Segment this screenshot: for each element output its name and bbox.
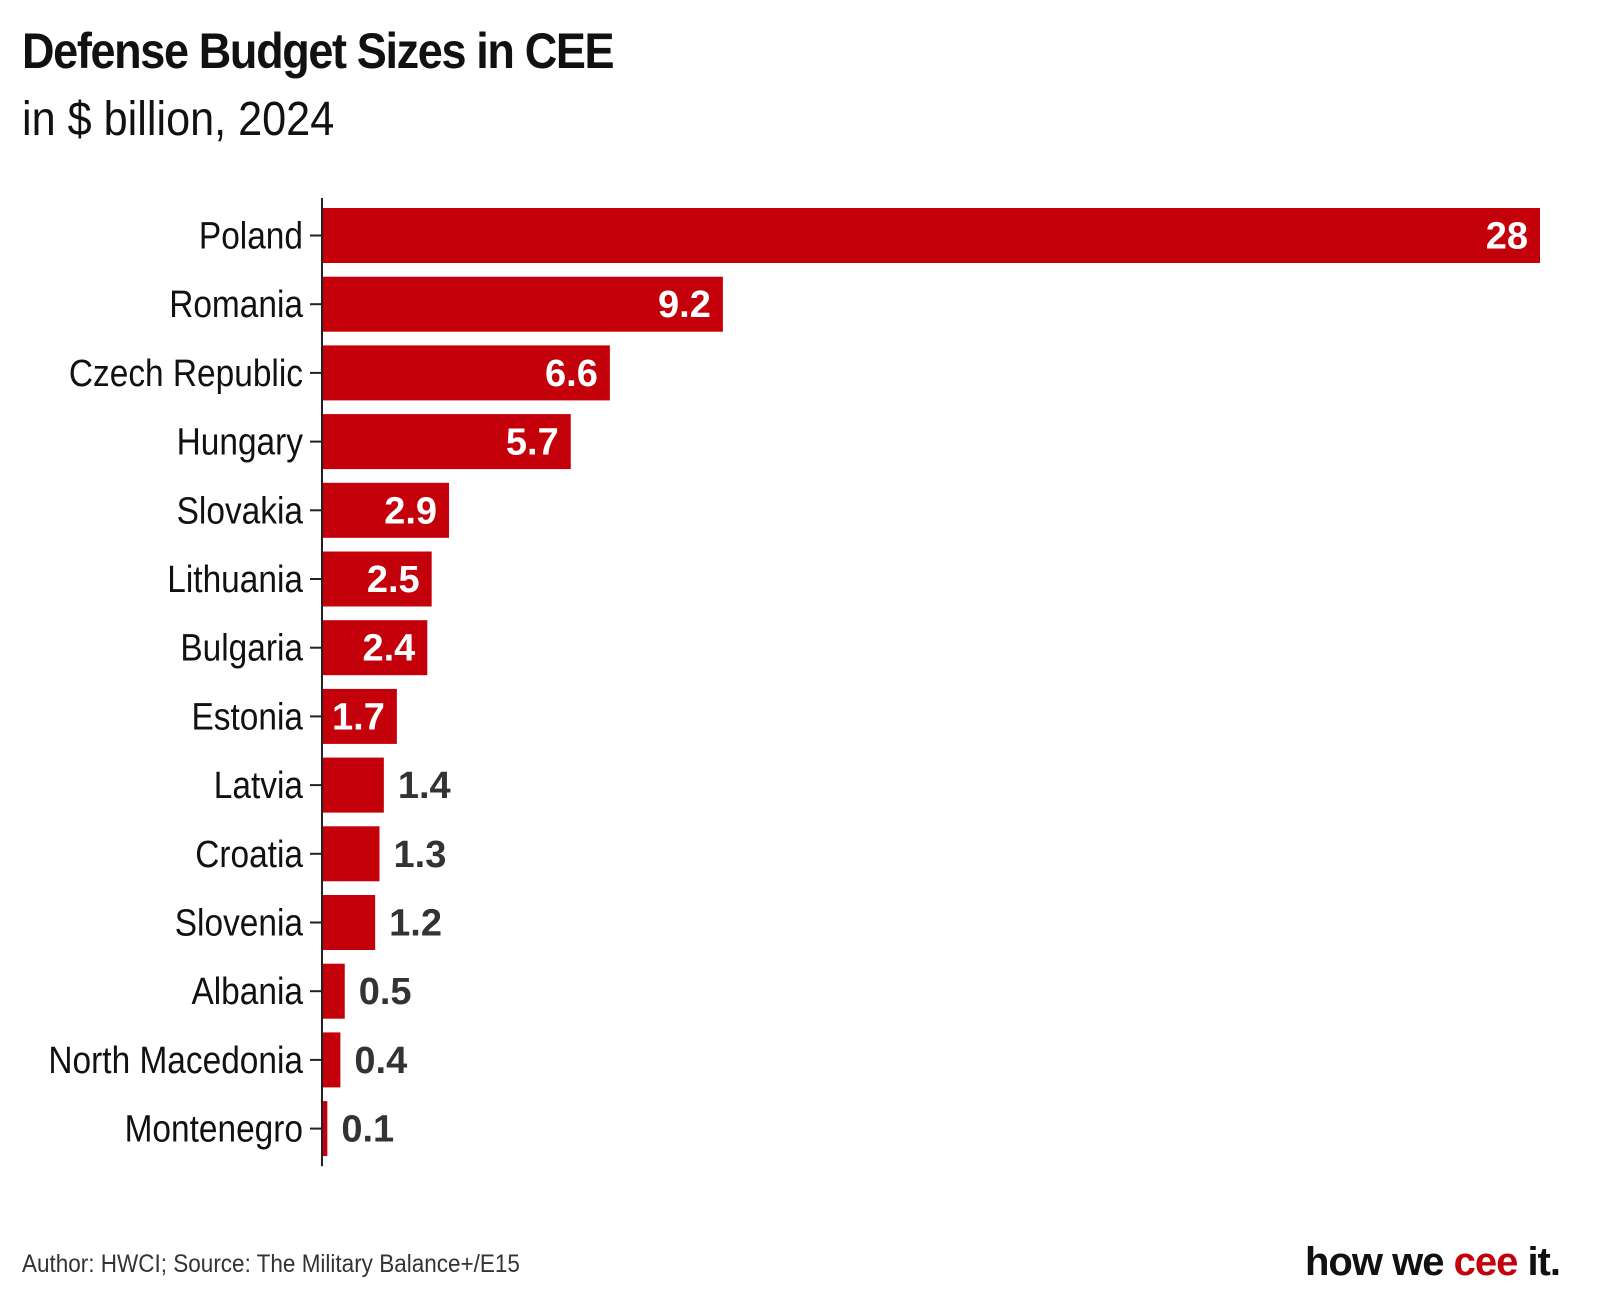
source-footer: Author: HWCI; Source: The Military Balan… (22, 1250, 520, 1278)
bar-latvia (323, 757, 384, 813)
bar-poland (323, 208, 1540, 263)
value-label: 1.7 (332, 696, 385, 738)
category-label: Bulgaria (180, 627, 303, 669)
chart-subtitle: in $ billion, 2024 (22, 93, 335, 146)
value-label: 0.5 (359, 971, 412, 1013)
category-label: Slovenia (175, 902, 303, 944)
value-label: 0.4 (354, 1040, 407, 1082)
bar-chart: Poland 28 Romania 9.2 Czech Republic 6.6 Hunga… (48, 198, 1540, 1167)
bar-montenegro (323, 1101, 328, 1157)
category-label: North Macedonia (48, 1039, 303, 1081)
value-label: 1.2 (389, 903, 442, 945)
category-label: Poland (199, 215, 303, 257)
value-label: 2.5 (367, 559, 420, 601)
category-label: Lithuania (167, 558, 303, 600)
value-label: 2.9 (384, 490, 437, 532)
bar-albania (323, 963, 345, 1019)
bar-north-macedonia (323, 1032, 341, 1088)
category-label: Romania (169, 283, 303, 325)
brand-logo: how we cee it. (1305, 1240, 1561, 1285)
bar-bulgaria (323, 620, 428, 676)
value-label: 9.2 (658, 284, 711, 326)
bar-hungary (323, 414, 571, 470)
category-label: Albania (191, 970, 303, 1012)
bar-estonia (323, 688, 397, 744)
value-label: 5.7 (506, 422, 559, 464)
brand-text-accent: cee (1453, 1240, 1519, 1284)
category-label: Croatia (195, 833, 303, 875)
value-label: 1.4 (398, 765, 451, 807)
value-label: 6.6 (545, 353, 598, 395)
brand-text-2: it. (1517, 1240, 1561, 1284)
bar-slovakia (323, 482, 450, 538)
category-label: Czech Republic (69, 352, 303, 394)
bar-slovenia (323, 895, 376, 950)
category-label: Latvia (214, 764, 303, 806)
category-label: Hungary (177, 421, 303, 463)
value-label: 2.4 (362, 628, 415, 670)
category-label: Estonia (191, 695, 303, 737)
value-label: 1.3 (394, 834, 447, 876)
bar-czech-republic (323, 345, 610, 401)
bar-croatia (323, 826, 380, 882)
bar-lithuania (323, 551, 432, 607)
category-label: Montenegro (125, 1108, 303, 1150)
brand-text-1: how we (1305, 1240, 1454, 1284)
chart-title: Defense Budget Sizes in CEE (22, 23, 615, 79)
value-label: 0.1 (341, 1109, 394, 1151)
category-label: Slovakia (177, 489, 303, 531)
bar-romania (323, 276, 723, 332)
value-label: 28 (1486, 216, 1528, 258)
